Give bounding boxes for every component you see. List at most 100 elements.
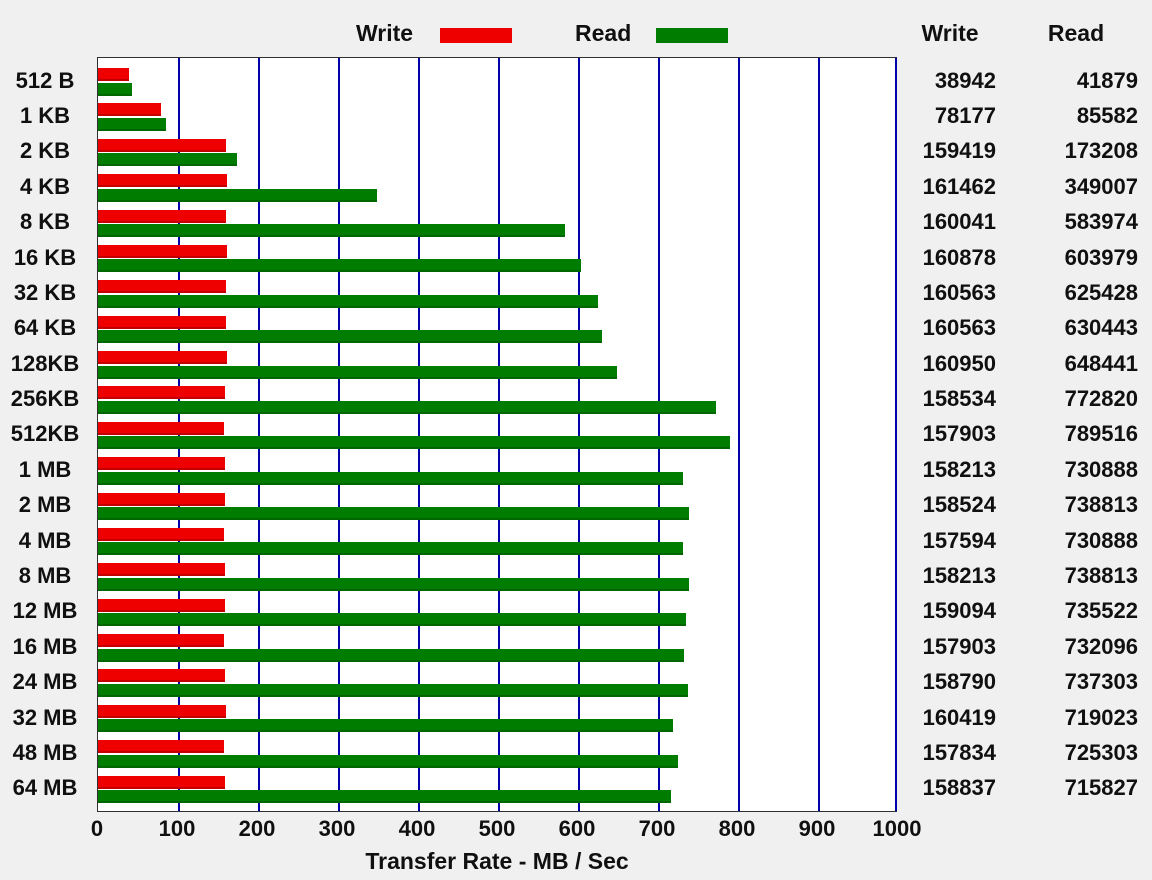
x-axis-tick-label: 700 [638,816,676,841]
read-bar [98,719,674,733]
read-bar [98,754,679,768]
read-bar [98,294,599,308]
category-label: 48 MB [12,739,78,765]
write-value: 158213 [922,456,996,482]
legend-write-swatch [440,28,512,43]
category-label: 4 KB [19,173,71,199]
category-label: 2 KB [19,138,71,164]
write-value: 160878 [922,244,996,270]
write-bar [98,280,227,294]
x-axis-tick-label: 900 [798,816,836,841]
read-bar [98,224,566,238]
read-column-header: Read [1047,20,1105,46]
write-value: 157594 [922,527,996,553]
write-bar [98,527,225,541]
write-value: 159094 [922,598,996,624]
write-bar [98,138,226,152]
read-value: 625428 [1064,279,1138,305]
read-bar [98,648,684,662]
x-axis-tick-label: 400 [398,816,436,841]
read-value: 738813 [1064,563,1138,589]
write-bar [98,598,226,612]
write-value: 158524 [922,492,996,518]
plot-area [97,57,897,812]
read-value: 789516 [1064,421,1138,447]
read-bar [98,613,687,627]
category-label: 512KB [10,421,80,447]
read-bar [98,153,237,167]
legend-read-label: Read [575,20,632,46]
gridline [738,58,740,811]
x-axis-tick-label: 300 [318,816,356,841]
write-bar [98,351,227,365]
gridline [338,58,340,811]
gridline [895,58,897,811]
write-value: 157903 [922,421,996,447]
read-bar [98,117,167,131]
write-values: 38942 78177 159419 161462 160041 160878 160563… [900,57,1000,812]
read-values: 41879 85582 173208 349007 583974 603979 625428… [1010,57,1142,812]
x-axis-title: Transfer Rate - MB / Sec [365,848,629,874]
write-bar [98,315,227,329]
write-value: 38942 [934,67,996,93]
category-label: 64 MB [12,775,78,801]
write-bar [98,103,161,117]
write-bar [98,209,227,223]
write-value: 157834 [922,739,996,765]
read-bar [98,683,688,697]
write-value: 160563 [922,279,996,305]
write-value: 160419 [922,704,996,730]
write-bar [98,174,228,188]
read-value: 630443 [1064,315,1138,341]
write-value: 159419 [922,138,996,164]
legend-read-swatch [656,28,728,43]
read-value: 603979 [1064,244,1138,270]
read-bar [98,188,378,202]
category-label: 8 KB [19,209,71,235]
category-label: 12 MB [12,598,78,624]
category-label: 32 MB [12,704,78,730]
read-value: 730888 [1064,456,1138,482]
write-bar [98,421,225,435]
read-value: 772820 [1064,386,1138,412]
read-value: 173208 [1064,138,1138,164]
read-bar [98,542,683,556]
write-bar [98,244,227,258]
read-bar [98,400,717,414]
write-value: 158213 [922,563,996,589]
category-label: 16 MB [12,633,78,659]
gridline [658,58,660,811]
write-bar [98,669,226,683]
write-bar [98,492,225,506]
write-bar [98,775,226,789]
read-value: 85582 [1076,103,1138,129]
category-label: 64 KB [13,315,77,341]
read-value: 349007 [1064,173,1138,199]
read-value: 41879 [1076,67,1138,93]
write-value: 158790 [922,669,996,695]
write-value: 160563 [922,315,996,341]
x-axis-tick-label: 1000 [872,816,922,841]
read-bar [98,259,582,273]
write-column-header: Write [921,20,979,46]
category-label: 128KB [10,350,80,376]
read-value: 715827 [1064,775,1138,801]
gridline [578,58,580,811]
gridline [418,58,420,811]
write-bar [98,68,130,81]
read-bar [98,577,690,591]
write-value: 158534 [922,386,996,412]
read-bar [98,436,730,450]
write-bar [98,563,225,577]
read-value: 583974 [1064,209,1138,235]
write-value: 157903 [922,633,996,659]
read-bar [98,365,617,379]
read-value: 725303 [1064,739,1138,765]
read-value: 719023 [1064,704,1138,730]
category-label: 1 MB [18,456,72,482]
gridline [818,58,820,811]
read-bar [98,507,690,521]
x-axis-tick-label: 800 [718,816,756,841]
category-label: 4 MB [18,527,72,553]
read-value: 738813 [1064,492,1138,518]
